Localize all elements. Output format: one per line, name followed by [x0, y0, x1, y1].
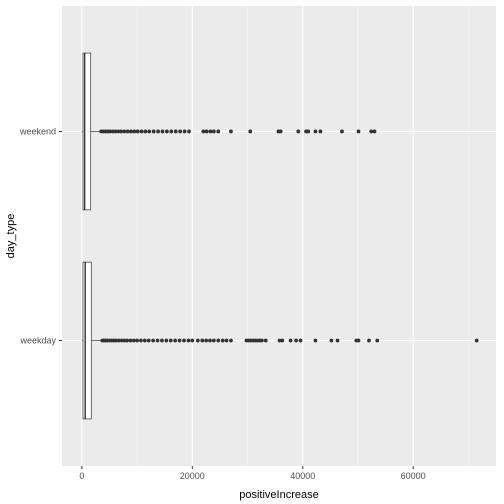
outlier-point — [340, 129, 344, 134]
outlier-point — [132, 129, 137, 134]
outlier-point — [277, 338, 282, 343]
outlier-point — [220, 338, 225, 343]
outlier-point — [263, 338, 268, 343]
outlier-point — [129, 129, 133, 134]
outlier-point — [114, 338, 119, 343]
outlier-point — [173, 129, 178, 134]
outlier-point — [131, 338, 136, 343]
outlier-point — [216, 129, 221, 134]
outlier-point — [200, 338, 205, 343]
outlier-point — [280, 338, 285, 343]
outlier-point — [116, 338, 121, 343]
y-axis-title: day_type — [5, 214, 17, 259]
x-tick-label: 60000 — [401, 471, 426, 481]
outlier-point — [204, 338, 209, 343]
outlier-point — [313, 338, 318, 343]
outlier-point — [135, 129, 140, 134]
outlier-point — [173, 338, 178, 343]
x-axis-title: positiveIncrease — [239, 489, 319, 501]
outlier-point — [128, 338, 133, 343]
outlier-point — [318, 129, 323, 134]
outlier-point — [147, 129, 152, 134]
y-axis: weekday weekend — [19, 126, 62, 346]
outlier-point — [122, 129, 127, 134]
outlier-point — [155, 338, 160, 343]
outlier-point — [160, 129, 165, 134]
box-body — [82, 52, 92, 211]
outlier-point — [146, 338, 151, 343]
box-body — [82, 261, 92, 420]
outlier-point — [375, 338, 380, 343]
outlier-point — [139, 129, 144, 134]
outlier-point — [296, 129, 301, 134]
outlier-point — [329, 338, 334, 343]
outlier-point — [211, 338, 216, 343]
outlier-point — [151, 129, 156, 134]
outlier-point — [139, 338, 143, 343]
outlier-point — [369, 129, 374, 134]
outlier-point — [113, 129, 118, 134]
outlier-point — [125, 338, 130, 343]
outlier-point — [372, 129, 377, 134]
outlier-point — [143, 129, 148, 134]
outlier-point — [165, 129, 169, 134]
outlier-point — [151, 338, 156, 343]
outlier-point — [367, 338, 371, 343]
outlier-point — [335, 338, 340, 343]
outlier-point — [135, 338, 139, 343]
outlier-point — [356, 338, 361, 343]
outlier-point — [216, 338, 221, 343]
outlier-point — [169, 129, 174, 134]
x-tick-label: 0 — [79, 471, 84, 481]
outlier-point — [208, 338, 212, 343]
outlier-point — [119, 129, 123, 134]
outlier-point — [211, 129, 216, 134]
outlier-point — [298, 338, 303, 343]
box-layer — [81, 52, 479, 420]
outlier-point — [229, 129, 233, 134]
outlier-point — [356, 129, 361, 134]
outlier-point — [474, 338, 479, 343]
outlier-point — [122, 338, 127, 343]
outlier-point — [248, 129, 253, 134]
outlier-point — [119, 338, 124, 343]
outlier-point — [160, 338, 164, 343]
outlier-point — [164, 338, 169, 343]
outlier-point — [195, 338, 200, 343]
outlier-point — [125, 129, 130, 134]
outlier-point — [110, 129, 115, 134]
outlier-point — [168, 338, 173, 343]
outlier-point — [294, 338, 299, 343]
outlier-point — [259, 338, 264, 343]
outlier-point — [204, 129, 209, 134]
outlier-point — [182, 129, 187, 134]
outlier-point — [116, 129, 121, 134]
outlier-point — [229, 338, 233, 343]
y-tick-label-weekday: weekday — [19, 336, 56, 346]
outlier-point — [313, 129, 318, 134]
x-tick-label: 20000 — [180, 471, 205, 481]
outlier-point — [142, 338, 147, 343]
outlier-point — [278, 129, 283, 134]
plot-panel — [62, 6, 496, 466]
outlier-point — [177, 338, 182, 343]
x-tick-label: 40000 — [290, 471, 315, 481]
outlier-point — [186, 338, 191, 343]
outlier-point — [201, 129, 206, 134]
outlier-point — [182, 338, 186, 343]
outlier-point — [178, 129, 183, 134]
outlier-point — [288, 338, 293, 343]
outlier-point — [224, 338, 229, 343]
outlier-point — [306, 129, 311, 134]
outlier-point — [208, 129, 213, 134]
box-weekend — [81, 52, 377, 211]
x-axis: 0 20000 40000 60000 — [79, 466, 426, 481]
outlier-point — [190, 338, 195, 343]
outlier-point — [187, 129, 191, 134]
box-weekday — [81, 261, 479, 420]
outlier-point — [156, 129, 160, 134]
y-tick-label-weekend: weekend — [19, 126, 56, 136]
outlier-point — [108, 129, 112, 134]
